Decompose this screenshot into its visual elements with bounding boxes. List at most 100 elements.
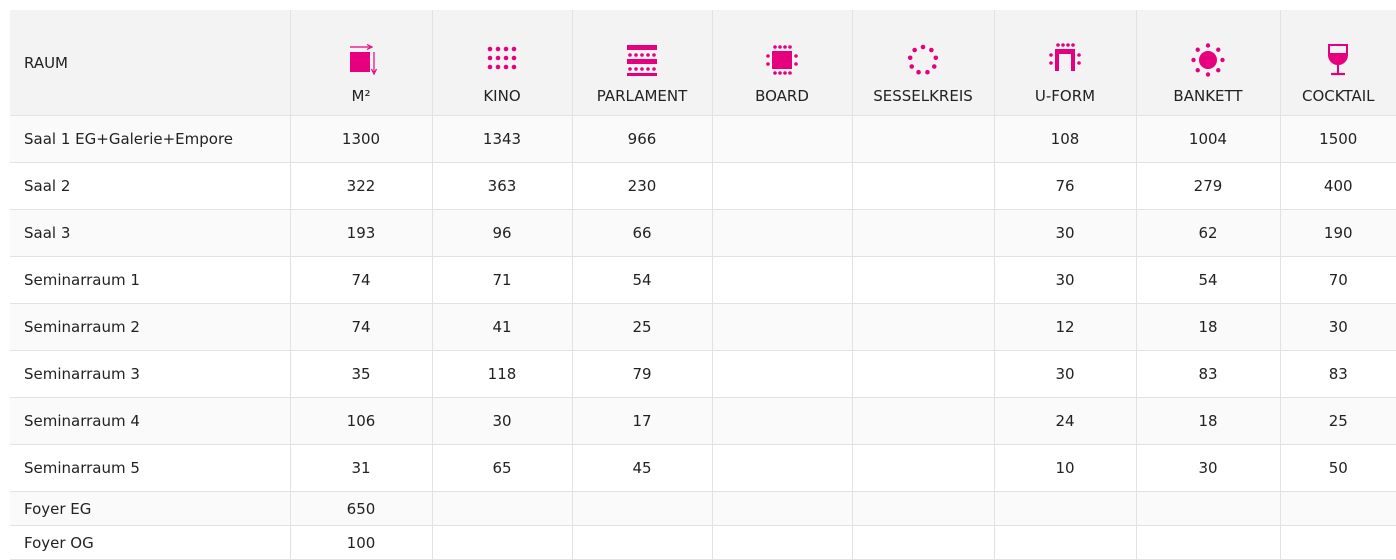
setup-icon [350,43,378,76]
capacity-cell: 76 [994,162,1137,210]
capacity-cell [1136,491,1281,526]
capacity-cell [994,491,1137,526]
header-label: PARLAMENT [596,87,688,105]
header-cell: BOARD [712,10,853,116]
capacity-cell: 83 [1280,350,1396,398]
capacity-cell [432,525,573,560]
table-row: Seminarraum 4 106 30 17 24 18 25 [10,397,1396,445]
header-label: BOARD [755,87,809,105]
capacity-cell [712,115,853,163]
capacity-cell [432,491,573,526]
header-label: RAUM [24,53,68,72]
capacity-cell [712,209,853,257]
header-label: KINO [483,87,521,105]
setup-icon [1191,43,1225,77]
header-label: U-FORM [1034,87,1096,105]
capacity-cell: 41 [432,303,573,351]
capacity-cell: 54 [1136,256,1281,304]
capacity-cell: 79 [572,350,713,398]
room-name: Saal 1 EG+Galerie+Empore [10,115,291,163]
capacity-cell [712,444,853,492]
room-name: Saal 3 [10,209,291,257]
header-cell: BANKETT [1136,10,1281,116]
header-cell: RAUM [10,10,291,116]
capacity-cell: 30 [994,350,1137,398]
setup-icon [1328,44,1349,76]
capacity-cell: 30 [994,209,1137,257]
capacity-cell [852,491,995,526]
capacity-cell: 65 [432,444,573,492]
capacity-cell: 62 [1136,209,1281,257]
capacity-cell: 74 [290,256,433,304]
table-row: Seminarraum 5 31 65 45 10 30 50 [10,444,1396,492]
capacity-cell [712,303,853,351]
capacity-cell [852,115,995,163]
room-name: Saal 2 [10,162,291,210]
capacity-cell: 35 [290,350,433,398]
room-name: Seminarraum 5 [10,444,291,492]
capacity-cell: 400 [1280,162,1396,210]
capacity-cell [994,525,1137,560]
capacity-cell [852,303,995,351]
capacity-cell: 30 [1280,303,1396,351]
capacity-cell: 66 [572,209,713,257]
capacity-cell [852,162,995,210]
room-name: Seminarraum 1 [10,256,291,304]
capacity-cell: 1500 [1280,115,1396,163]
capacity-cell: 30 [1136,444,1281,492]
setup-icon [487,46,517,70]
capacity-cell: 18 [1136,303,1281,351]
table-row: Foyer EG 650 [10,491,1396,526]
capacity-cell: 363 [432,162,573,210]
capacity-cell [712,162,853,210]
room-name: Seminarraum 4 [10,397,291,445]
capacity-cell: 193 [290,209,433,257]
capacity-cell [1136,525,1281,560]
header-label: M² [351,87,371,105]
table-row: Seminarraum 2 74 41 25 12 18 30 [10,303,1396,351]
capacity-cell [712,350,853,398]
capacity-cell [712,256,853,304]
capacity-cell: 71 [432,256,573,304]
capacity-cell: 25 [572,303,713,351]
capacity-cell: 108 [994,115,1137,163]
capacity-cell: 83 [1136,350,1281,398]
capacity-cell: 106 [290,397,433,445]
capacity-cell: 966 [572,115,713,163]
capacity-cell: 279 [1136,162,1281,210]
capacity-cell [1280,525,1396,560]
capacity-cell: 1004 [1136,115,1281,163]
header-label: BANKETT [1173,87,1243,105]
capacity-cell: 17 [572,397,713,445]
capacity-cell: 31 [290,444,433,492]
capacity-cell [852,525,995,560]
capacity-cell: 96 [432,209,573,257]
capacity-cell [712,525,853,560]
header-cell: PARLAMENT [572,10,713,116]
capacity-cell [572,525,713,560]
capacity-cell [852,256,995,304]
table-row: Seminarraum 1 74 71 54 30 54 70 [10,256,1396,304]
header-label: COCKTAIL [1302,87,1375,105]
capacity-cell: 1300 [290,115,433,163]
room-name: Foyer OG [10,525,291,560]
capacity-cell [852,350,995,398]
capacity-cell: 18 [1136,397,1281,445]
table-row: Saal 2 322 363 230 76 279 400 [10,162,1396,210]
capacity-cell: 30 [994,256,1137,304]
room-name: Seminarraum 2 [10,303,291,351]
capacity-cell [852,209,995,257]
capacity-cell: 190 [1280,209,1396,257]
capacity-cell: 650 [290,491,433,526]
capacity-cell: 54 [572,256,713,304]
table-row: Saal 1 EG+Galerie+Empore 1300 1343 966 108 10… [10,115,1396,163]
capacity-table: RAUM M² KINO PARLAMENT BOARD SESSELKREIS U-FOR… [10,10,1396,560]
setup-icon [627,45,657,76]
capacity-cell: 45 [572,444,713,492]
table-row: Foyer OG 100 [10,525,1396,560]
capacity-cell: 50 [1280,444,1396,492]
capacity-cell: 12 [994,303,1137,351]
capacity-cell: 100 [290,525,433,560]
header-cell: U-FORM [994,10,1137,116]
